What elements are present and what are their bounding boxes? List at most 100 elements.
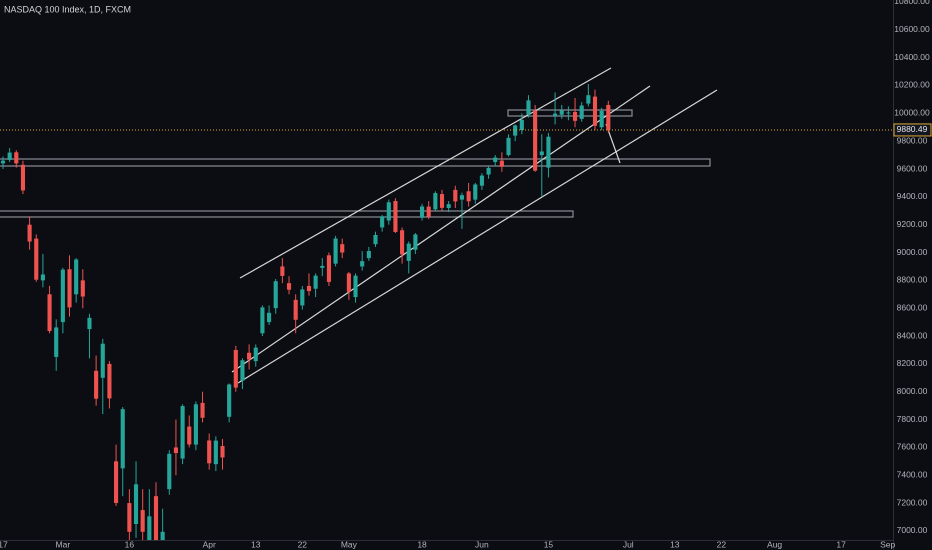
trend-line [237, 89, 718, 384]
candle-body [94, 370, 99, 399]
x-tick-label: Jul [623, 539, 634, 549]
candle-body [253, 347, 258, 362]
x-tick-label: Jun [475, 539, 489, 549]
candle-body [566, 112, 571, 114]
x-tick-label: Aug [767, 539, 782, 549]
candle-body [67, 269, 72, 308]
y-tick-label: 8400.00 [897, 330, 928, 340]
y-tick-label: 10000.00 [894, 108, 930, 118]
candle-body [27, 224, 32, 242]
zone-rectangle [507, 109, 633, 117]
candle-body [326, 255, 331, 282]
candle-body [586, 95, 591, 104]
candle-body [499, 160, 504, 167]
chart-title: NASDAQ 100 Index, 1D, FXCM [4, 4, 131, 14]
candle-body [127, 503, 132, 532]
drawings [0, 67, 718, 384]
y-tick-label: 8600.00 [897, 302, 928, 312]
candle-body [40, 274, 45, 281]
candle-body [386, 202, 391, 221]
candle-body [320, 265, 325, 268]
x-tick-label: May [341, 539, 358, 549]
candle-body [473, 184, 478, 200]
candle-body [439, 194, 445, 208]
x-tick-label: 16 [125, 539, 135, 549]
x-tick-label: 15 [544, 539, 554, 549]
y-tick-label: 8800.00 [897, 275, 928, 285]
y-tick-label: 8000.00 [897, 386, 928, 396]
y-tick-label: 10400.00 [894, 52, 930, 62]
candle-body [286, 283, 292, 290]
candle-body [220, 446, 225, 458]
x-tick-label: 18 [417, 539, 427, 549]
candle-body [200, 402, 205, 418]
candle-body [479, 175, 484, 186]
candle-body [433, 193, 438, 210]
x-tick-label: 22 [298, 539, 308, 549]
candle-body [300, 289, 305, 306]
last-price-label: 9880.49 [897, 124, 928, 134]
candle-body [486, 167, 491, 175]
candle-body [506, 137, 511, 156]
candle-body [293, 299, 298, 320]
candle-body [599, 110, 604, 128]
candle-body [7, 152, 12, 160]
candle-body [513, 125, 518, 136]
candle-body [606, 104, 611, 130]
candle-body [260, 307, 265, 334]
candle-body [333, 238, 338, 264]
x-tick-label: Sep [880, 539, 895, 549]
candle-body [233, 349, 238, 388]
candle-body [227, 384, 232, 417]
candle-body [519, 119, 524, 131]
y-tick-label: 7200.00 [897, 497, 928, 507]
y-tick-label: 8200.00 [897, 358, 928, 368]
candle-body [393, 201, 398, 232]
candle-body [553, 113, 558, 117]
candle-body [247, 352, 252, 360]
candle-body [380, 216, 385, 228]
candle-body [306, 285, 312, 292]
candle-body [340, 244, 345, 253]
candle-body [559, 110, 564, 115]
y-tick-label: 9200.00 [897, 219, 928, 229]
candle-body [400, 230, 405, 255]
y-tick-label: 7400.00 [897, 470, 928, 480]
x-tick-label: 17 [836, 539, 846, 549]
candle-body [153, 496, 159, 540]
candle-body [87, 317, 92, 330]
candle-body [592, 96, 598, 126]
candle-body [453, 189, 458, 202]
candle-body [313, 275, 318, 289]
y-tick-label: 7000.00 [897, 525, 928, 535]
candle-body [346, 273, 351, 292]
x-tick-label: 17 [0, 539, 8, 549]
candle-body [273, 281, 278, 309]
candle-body [539, 151, 544, 156]
candle-body [526, 100, 531, 115]
trend-line [239, 67, 612, 279]
candle-body [207, 440, 212, 464]
candle-body [579, 105, 584, 119]
candle-body [140, 510, 145, 532]
zone-rectangle [0, 158, 711, 167]
candle-body [419, 206, 425, 218]
candle-body [366, 250, 371, 259]
y-tick-label: 9600.00 [897, 163, 928, 173]
candle-body [406, 243, 411, 261]
candle-body [187, 426, 192, 445]
y-tick-label: 9000.00 [897, 247, 928, 257]
candle-body [80, 280, 85, 297]
candle-body [373, 234, 378, 245]
last-price-box [893, 123, 932, 137]
x-tick-label: 13 [670, 539, 680, 549]
candle-body [493, 157, 498, 163]
candle-body [0, 160, 6, 164]
y-tick-label: 9400.00 [897, 191, 928, 201]
y-tick-label: 7600.00 [897, 442, 928, 452]
candle-body [100, 343, 105, 378]
candle-body [193, 404, 198, 445]
candle-body [213, 440, 218, 465]
x-tick-label: 22 [717, 539, 727, 549]
